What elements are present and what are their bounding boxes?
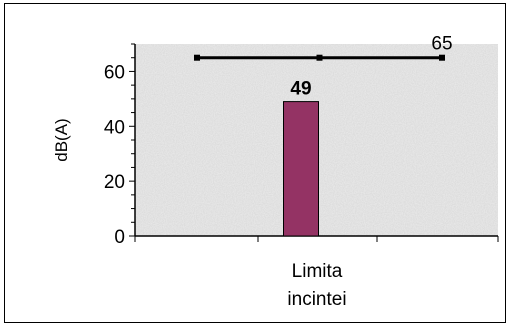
limit-line-label: 65: [431, 34, 452, 55]
y-tick-label: 40: [104, 117, 125, 138]
limit-line-marker: [316, 54, 323, 61]
y-tick-label: 20: [104, 172, 125, 193]
y-tick-label: 60: [104, 62, 125, 83]
bar: [283, 101, 319, 237]
bar-data-label: 49: [290, 79, 311, 100]
limit-line-marker: [194, 54, 200, 61]
limit-line-marker: [439, 54, 445, 61]
x-category-label: Limita incintei: [287, 261, 346, 310]
axes: 0 20 40 60: [104, 43, 499, 248]
y-tick-label: 0: [114, 227, 125, 248]
y-axis-title: dB(A): [52, 118, 71, 161]
